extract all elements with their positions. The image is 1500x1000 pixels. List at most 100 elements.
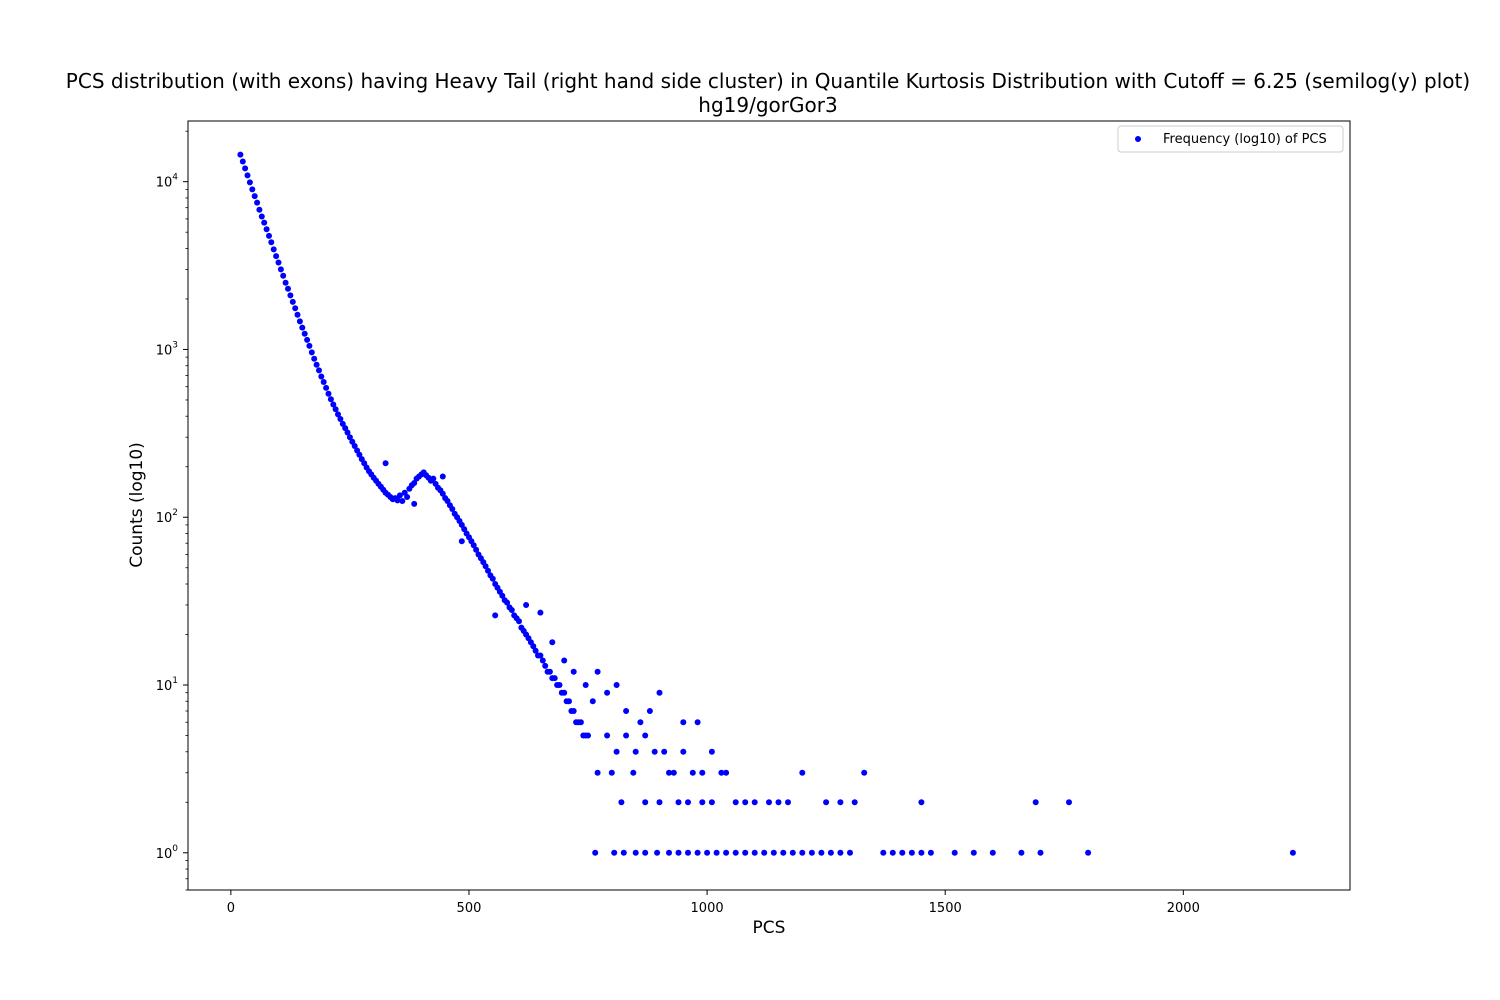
data-point (399, 498, 406, 504)
data-point (482, 563, 489, 570)
data-point (732, 849, 739, 856)
data-point (780, 849, 787, 856)
data-point (713, 849, 720, 856)
data-point (411, 500, 418, 507)
data-point (823, 799, 830, 806)
data-point (382, 460, 389, 467)
data-point (337, 416, 344, 422)
data-point (742, 799, 749, 806)
data-point (675, 799, 682, 806)
data-point (694, 849, 701, 856)
data-point (889, 849, 896, 856)
data-point (296, 318, 303, 325)
data-point (1037, 849, 1044, 856)
data-point (263, 226, 270, 233)
legend-marker (1135, 136, 1141, 142)
data-point (251, 193, 258, 200)
data-point (532, 647, 539, 654)
data-points (237, 151, 1296, 856)
data-point (646, 708, 653, 714)
legend-entry: Frequency (log10) of PCS (1163, 132, 1327, 147)
data-point (1066, 799, 1072, 806)
data-point (551, 675, 558, 682)
data-point (489, 575, 496, 582)
data-point (927, 849, 934, 856)
data-point (256, 206, 263, 213)
data-point (258, 213, 265, 220)
data-point (335, 411, 341, 418)
data-point (294, 311, 301, 318)
data-point (346, 434, 353, 441)
data-point (277, 266, 284, 273)
data-point (530, 643, 537, 650)
data-point (311, 355, 318, 362)
data-point (342, 425, 349, 432)
data-point (918, 799, 925, 806)
data-point (237, 151, 244, 158)
data-point (556, 682, 563, 688)
data-point (306, 342, 313, 349)
y-tick-label: 100 (156, 844, 179, 862)
data-point (561, 657, 568, 664)
chart-subtitle: hg19/gorGor3 (698, 93, 837, 117)
data-point (275, 259, 282, 266)
data-point (516, 618, 522, 625)
data-point (918, 849, 925, 856)
data-point (656, 799, 663, 806)
data-point (351, 443, 358, 449)
data-point (325, 390, 332, 397)
plot-area (187, 120, 1351, 891)
data-point (549, 639, 556, 646)
data-point (656, 689, 663, 696)
x-tick-label: 500 (457, 901, 482, 916)
data-point (318, 373, 325, 380)
data-point (523, 602, 530, 608)
data-point (837, 849, 844, 856)
data-point (287, 292, 294, 299)
data-point (837, 799, 844, 806)
x-axis-label: PCS (753, 918, 786, 938)
data-point (458, 538, 465, 545)
data-point (642, 799, 649, 806)
data-point (539, 657, 546, 664)
data-point (651, 748, 658, 755)
data-point (273, 253, 280, 260)
data-point (685, 799, 691, 806)
data-point (908, 849, 915, 856)
data-point (320, 379, 327, 385)
data-point (1032, 799, 1039, 806)
data-point (970, 849, 977, 856)
data-point (280, 272, 287, 279)
data-point (430, 475, 437, 482)
data-point (589, 698, 596, 705)
data-point (239, 158, 246, 165)
data-point (1018, 849, 1025, 856)
data-point (332, 406, 339, 413)
x-tick-label: 1500 (929, 901, 962, 916)
data-point (799, 769, 806, 776)
data-point (666, 849, 672, 856)
data-point (642, 849, 649, 856)
data-point (989, 849, 996, 856)
data-point (613, 682, 620, 688)
data-point (742, 849, 749, 856)
data-point (766, 799, 772, 806)
x-tick-label: 0 (227, 901, 235, 916)
data-point (661, 748, 668, 755)
chart-title: PCS distribution (with exons) having Hea… (66, 69, 1470, 93)
data-point (675, 849, 682, 856)
data-point (751, 799, 758, 806)
data-point (439, 473, 446, 480)
data-point (470, 542, 477, 549)
data-point (592, 849, 599, 856)
x-axis-ticks: 0 500 1000 1500 2000 (227, 890, 1200, 916)
data-point (680, 719, 687, 726)
y-axis-ticks: 100 101 102 103 104 (156, 130, 188, 891)
data-point (637, 719, 644, 726)
data-point (249, 186, 256, 193)
data-point (282, 279, 289, 286)
data-point (316, 367, 322, 374)
data-point (268, 239, 275, 246)
legend-box (1117, 125, 1344, 153)
